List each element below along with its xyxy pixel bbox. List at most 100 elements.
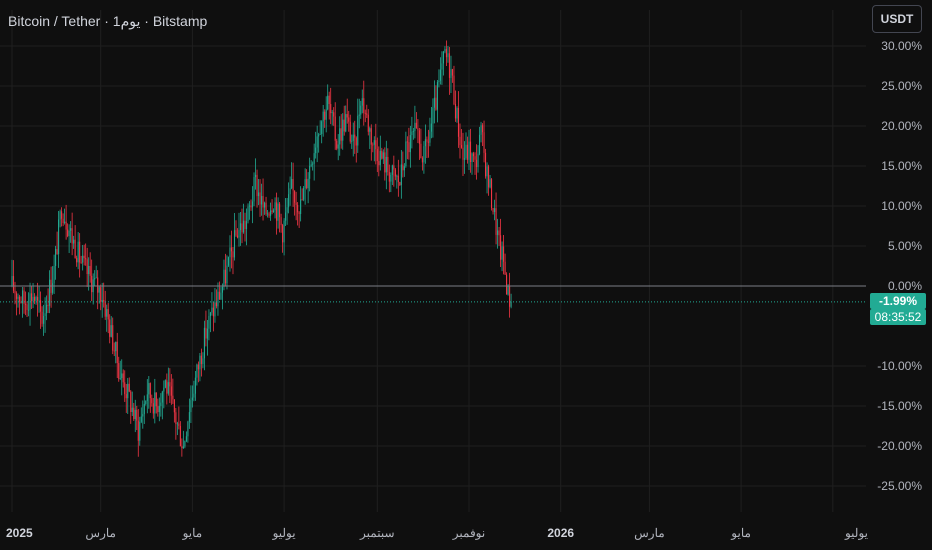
- candle-body: [58, 219, 60, 255]
- candle-body: [149, 383, 151, 399]
- candle-body: [319, 133, 321, 135]
- candle-body: [427, 141, 429, 143]
- candle-body: [112, 325, 114, 351]
- currency-button[interactable]: USDT: [872, 5, 922, 33]
- candle-body: [241, 223, 243, 233]
- time-axis[interactable]: 2025 مارس مايو يوليو سبتمبر نوفمبر 2026 مارس ماي…: [6, 526, 868, 540]
- candle-body: [274, 202, 276, 211]
- candle-body: [214, 302, 216, 317]
- candle-body: [288, 194, 290, 208]
- candle-body: [506, 274, 508, 295]
- candle-body: [151, 398, 153, 404]
- candle-body: [379, 150, 381, 166]
- candle-body: [310, 164, 312, 166]
- candle-body: [173, 399, 175, 413]
- candle-body: [267, 213, 269, 215]
- candle-body: [342, 119, 344, 141]
- candle-body: [245, 221, 248, 230]
- candle-body: [110, 325, 112, 337]
- candle-body: [494, 208, 496, 213]
- candle-body: [254, 174, 257, 178]
- candle-body: [328, 95, 330, 105]
- candle-body: [453, 75, 455, 105]
- candle-body: [445, 49, 448, 58]
- candle-body: [251, 201, 254, 208]
- candle-body: [187, 421, 189, 437]
- candle-body: [354, 134, 356, 138]
- candle-body: [199, 355, 201, 370]
- candle-body: [276, 202, 278, 221]
- candle-body: [122, 373, 124, 383]
- candle-body: [116, 341, 118, 364]
- candle-body: [498, 230, 500, 236]
- candle-body: [315, 147, 317, 154]
- candle-body: [161, 391, 163, 403]
- candle-body: [130, 391, 132, 413]
- candle-body: [221, 286, 224, 293]
- candle-body: [471, 153, 473, 163]
- candle-body: [313, 153, 315, 164]
- candle-body: [178, 423, 180, 426]
- candle-body: [484, 152, 487, 177]
- candle-body: [388, 172, 390, 182]
- candle-body: [167, 382, 169, 394]
- candle-body: [127, 383, 129, 399]
- candle-body: [409, 135, 411, 153]
- candle-body: [74, 239, 76, 259]
- candle-body: [444, 49, 446, 52]
- candle-body: [282, 225, 284, 243]
- candle-body: [163, 387, 165, 392]
- candle-body: [462, 147, 464, 160]
- candle-body: [100, 287, 102, 302]
- candle-body: [157, 406, 159, 413]
- candle-body: [480, 125, 482, 135]
- candle-body: [235, 230, 237, 236]
- candle-body: [432, 107, 434, 124]
- candle-body: [436, 82, 438, 110]
- candle-body: [86, 259, 88, 275]
- candle-body: [164, 380, 166, 388]
- candle-body: [339, 128, 341, 145]
- candle-body: [414, 122, 416, 132]
- candle-body: [248, 205, 251, 207]
- candle-body: [304, 179, 306, 188]
- candle-body: [224, 269, 227, 284]
- candle-body: [366, 113, 368, 115]
- candle-body: [152, 403, 154, 414]
- candle-body: [406, 141, 408, 143]
- candle-body: [468, 141, 470, 160]
- candle-body: [364, 112, 366, 114]
- candle-body: [474, 156, 476, 160]
- candle-body: [184, 441, 186, 447]
- candle-body: [41, 311, 43, 324]
- candle-body: [492, 208, 494, 213]
- candle-body: [442, 51, 444, 64]
- x-tick-label: مارس: [634, 526, 665, 540]
- candle-body: [166, 380, 168, 394]
- x-tick-label: 2026: [547, 526, 574, 540]
- candle-body: [98, 287, 100, 293]
- candle-body: [397, 175, 399, 183]
- candle-body: [68, 230, 70, 237]
- candle-body: [82, 255, 84, 263]
- candle-body: [376, 149, 378, 162]
- y-tick-label: 30.00%: [881, 39, 922, 53]
- price-axis[interactable]: 30.00% 25.00% 20.00% 15.00% 10.00% 5.00% 0.00%…: [877, 39, 922, 493]
- y-tick-label: -25.00%: [877, 479, 922, 493]
- candle-body: [77, 241, 79, 263]
- candle-body: [143, 403, 145, 415]
- candle-body: [44, 313, 46, 317]
- candle-body: [27, 309, 30, 311]
- candle-body: [385, 156, 387, 173]
- x-tick-label: مايو: [182, 526, 203, 540]
- candle-body: [47, 304, 49, 306]
- candle-body: [504, 261, 506, 275]
- candle-body: [327, 95, 329, 110]
- candle-body: [137, 420, 139, 441]
- candle-body: [61, 211, 63, 219]
- candle-body: [426, 139, 428, 142]
- candle-body: [430, 123, 432, 132]
- candle-body: [12, 276, 15, 291]
- candle-body: [457, 107, 460, 137]
